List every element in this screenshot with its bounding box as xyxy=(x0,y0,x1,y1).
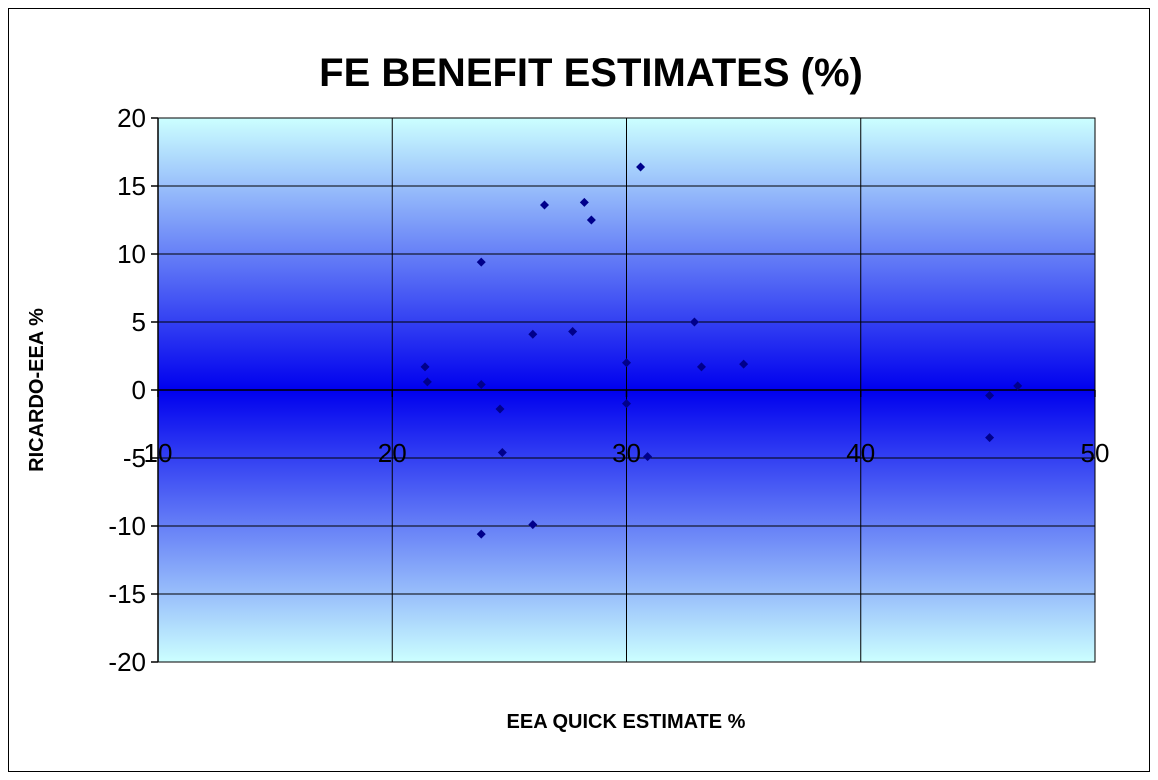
scatter-point xyxy=(495,404,505,414)
scatter-point xyxy=(476,380,486,390)
scatter-point xyxy=(696,362,706,372)
scatter-point xyxy=(622,399,631,409)
scatter-point xyxy=(985,390,995,400)
y-tick-label: 0 xyxy=(132,375,146,405)
scatter-point xyxy=(689,317,699,327)
scatter-point xyxy=(622,358,631,368)
y-tick-label: -5 xyxy=(123,443,146,473)
x-tick-label: 50 xyxy=(1081,438,1110,468)
scatter-point xyxy=(643,452,653,462)
data-points xyxy=(420,162,1023,539)
y-tick-label: -15 xyxy=(108,579,146,609)
axes xyxy=(151,117,1096,663)
scatter-point xyxy=(586,215,596,225)
y-tick-label: 5 xyxy=(132,307,146,337)
y-axis-title: RICARDO-EEA % xyxy=(26,308,48,472)
y-tick-labels: -20 -15 -10 -5 0 5 10 15 20 xyxy=(108,103,146,677)
scatter-point xyxy=(739,359,749,369)
x-tick-label: 20 xyxy=(378,438,407,468)
scatter-point xyxy=(985,433,995,443)
x-tick-label: 40 xyxy=(846,438,875,468)
scatter-point xyxy=(579,197,589,207)
x-tick-labels: 10 20 30 40 50 xyxy=(144,438,1110,468)
x-tick-label: 10 xyxy=(144,438,173,468)
y-tick-label: 15 xyxy=(117,171,146,201)
chart-title: FE BENEFIT ESTIMATES (%) xyxy=(319,51,863,95)
scatter-point xyxy=(476,257,486,267)
y-tick-label: -20 xyxy=(108,647,146,677)
scatter-point xyxy=(497,448,507,458)
scatter-point xyxy=(476,529,486,539)
y-tick-label: 10 xyxy=(117,239,146,269)
scatter-point xyxy=(420,362,430,372)
y-tick-label: 20 xyxy=(117,103,146,133)
scatter-point xyxy=(1013,381,1023,391)
x-axis-title: EEA QUICK ESTIMATE % xyxy=(507,711,746,733)
scatter-point xyxy=(636,162,646,172)
scatter-point xyxy=(540,200,550,210)
scatter-point xyxy=(528,520,538,530)
scatter-point xyxy=(528,329,538,339)
x-tick-label: 30 xyxy=(612,438,641,468)
scatter-point xyxy=(422,377,432,387)
y-tick-label: -10 xyxy=(108,511,146,541)
scatter-point xyxy=(568,327,578,337)
